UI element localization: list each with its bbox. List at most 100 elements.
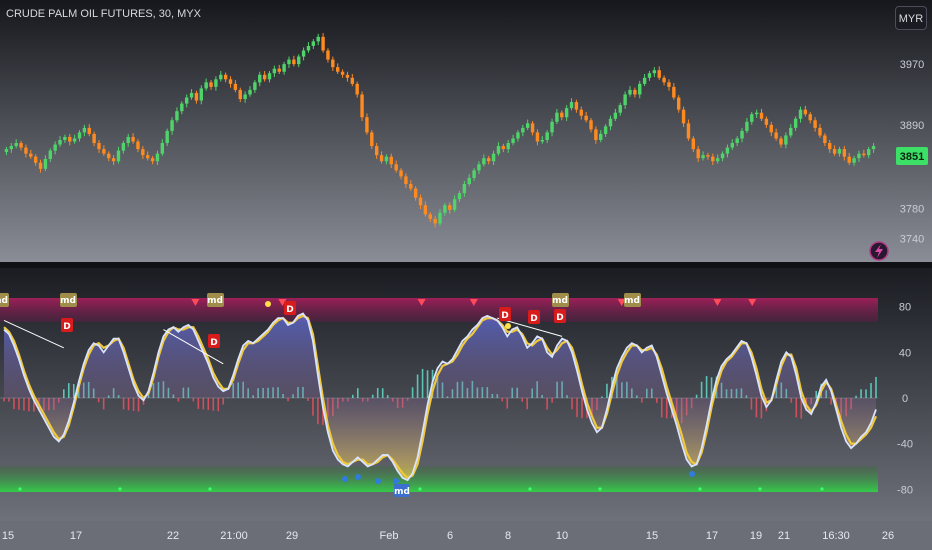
candle-body xyxy=(847,156,851,163)
candle-body xyxy=(233,83,238,90)
candle xyxy=(579,106,583,120)
candle xyxy=(33,154,38,166)
candle-body xyxy=(657,70,661,78)
time-tick-label: 10 xyxy=(556,530,568,542)
candle xyxy=(715,154,720,164)
candle xyxy=(24,144,28,158)
candle xyxy=(92,131,96,147)
candle-body xyxy=(43,158,48,169)
candle-body xyxy=(287,59,291,65)
candle-body xyxy=(837,149,842,154)
md-badge-box xyxy=(552,293,569,307)
candle-body xyxy=(53,144,57,151)
candle-body xyxy=(48,150,52,159)
d-badge-label: D xyxy=(210,338,217,348)
candle xyxy=(764,116,769,128)
down-arrow-icon xyxy=(417,299,426,306)
candle xyxy=(214,76,218,91)
candle xyxy=(443,202,447,216)
down-arrow-icon xyxy=(191,299,200,306)
down-arrow-icon xyxy=(748,299,757,306)
lightning-icon[interactable] xyxy=(869,241,889,261)
candle xyxy=(77,130,82,142)
candle-body xyxy=(335,67,340,72)
candle xyxy=(457,190,462,203)
candle-body xyxy=(774,132,778,139)
candle-body xyxy=(808,114,812,121)
candle-body xyxy=(131,136,135,142)
candle-body xyxy=(24,147,28,154)
candle-body xyxy=(706,155,710,157)
price-tick-label: 3970 xyxy=(900,59,924,71)
oscillator-tick-label: 40 xyxy=(899,347,911,359)
candle-body xyxy=(696,149,700,159)
candle xyxy=(126,133,130,147)
candle-body xyxy=(599,133,603,140)
candle-body xyxy=(452,199,457,210)
candle xyxy=(550,118,554,137)
oscillator-tick-label: 80 xyxy=(899,302,911,314)
candle-body xyxy=(467,177,471,184)
md-badge: md xyxy=(0,293,9,307)
candle xyxy=(107,151,111,162)
d-badge: D xyxy=(499,307,511,321)
candle xyxy=(652,67,657,78)
candle xyxy=(29,149,33,159)
oversold-marker xyxy=(820,487,824,491)
candle-body xyxy=(779,138,783,145)
candle-body xyxy=(701,155,705,159)
candle-body xyxy=(448,205,452,210)
overbought-zone xyxy=(0,298,878,322)
oversold-marker xyxy=(698,487,702,491)
candle-body xyxy=(813,120,817,128)
oscillator-fill xyxy=(4,313,876,481)
candle-body xyxy=(784,135,788,145)
candle-body xyxy=(282,64,286,72)
candle xyxy=(43,155,48,172)
candle xyxy=(355,81,359,98)
candle xyxy=(462,180,467,197)
candle xyxy=(491,150,496,166)
candle-body xyxy=(828,143,832,150)
candle-body xyxy=(589,120,593,130)
candle xyxy=(175,107,179,123)
candle-body xyxy=(642,77,647,84)
md-badge-box xyxy=(624,293,641,307)
candle xyxy=(691,136,696,153)
candle xyxy=(326,48,330,63)
candle-body xyxy=(545,132,549,140)
oversold-marker xyxy=(418,487,422,491)
candle xyxy=(248,86,252,97)
oscillator-tick-label: -40 xyxy=(897,439,913,451)
candle xyxy=(657,66,661,81)
oversold-marker xyxy=(528,487,532,491)
candle-body xyxy=(306,45,311,51)
candle-body xyxy=(535,132,540,142)
candle xyxy=(131,133,135,144)
candle-body xyxy=(818,127,822,136)
candle-body xyxy=(331,59,335,68)
candle-body xyxy=(667,82,671,87)
candle xyxy=(194,90,199,104)
candle xyxy=(452,195,457,213)
candle-body xyxy=(243,94,247,100)
d-badge-label: D xyxy=(556,313,563,323)
pane-separator[interactable] xyxy=(0,262,932,268)
candle xyxy=(4,146,9,156)
candle-body xyxy=(155,153,160,162)
candle-body xyxy=(379,155,384,162)
candle xyxy=(779,136,783,148)
candle-body xyxy=(672,86,676,98)
time-tick-label: 26 xyxy=(882,530,894,542)
candle-body xyxy=(866,149,871,156)
candle xyxy=(638,80,642,99)
candle xyxy=(487,155,491,165)
candle xyxy=(14,139,18,149)
candle xyxy=(774,128,778,141)
candle xyxy=(228,76,233,88)
candle xyxy=(784,132,788,149)
currency-button[interactable]: MYR xyxy=(895,6,927,30)
oversold-zone xyxy=(0,466,878,492)
d-badge: D xyxy=(284,301,296,315)
